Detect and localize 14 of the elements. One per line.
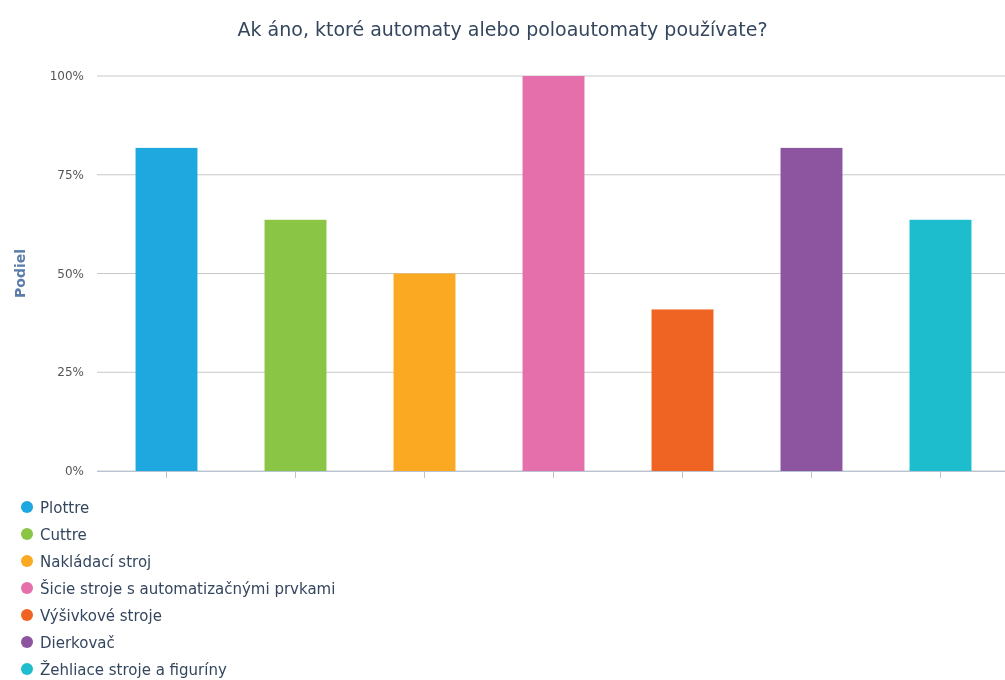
- legend-label: Cuttre: [40, 526, 87, 544]
- y-axis-title: Podiel: [12, 249, 28, 298]
- legend-label: Šicie stroje s automatizačnými prvkami: [40, 579, 336, 598]
- legend-label: Výšivkové stroje: [40, 607, 162, 625]
- legend-label: Nakládací stroj: [40, 553, 152, 571]
- legend-label: Plottre: [40, 499, 90, 517]
- y-tick-label: 25%: [57, 365, 84, 380]
- chart-title: Ak áno, ktoré automaty alebo poloautomaty používate?: [237, 18, 768, 40]
- y-tick-label: 100%: [49, 69, 84, 83]
- y-tick-label: 75%: [57, 167, 84, 182]
- legend-label: Dierkovač: [40, 634, 115, 652]
- y-tick-label: 0%: [64, 464, 84, 478]
- y-tick-label: 50%: [57, 266, 84, 281]
- legend-label: Žehliace stroje a figuríny: [40, 660, 227, 679]
